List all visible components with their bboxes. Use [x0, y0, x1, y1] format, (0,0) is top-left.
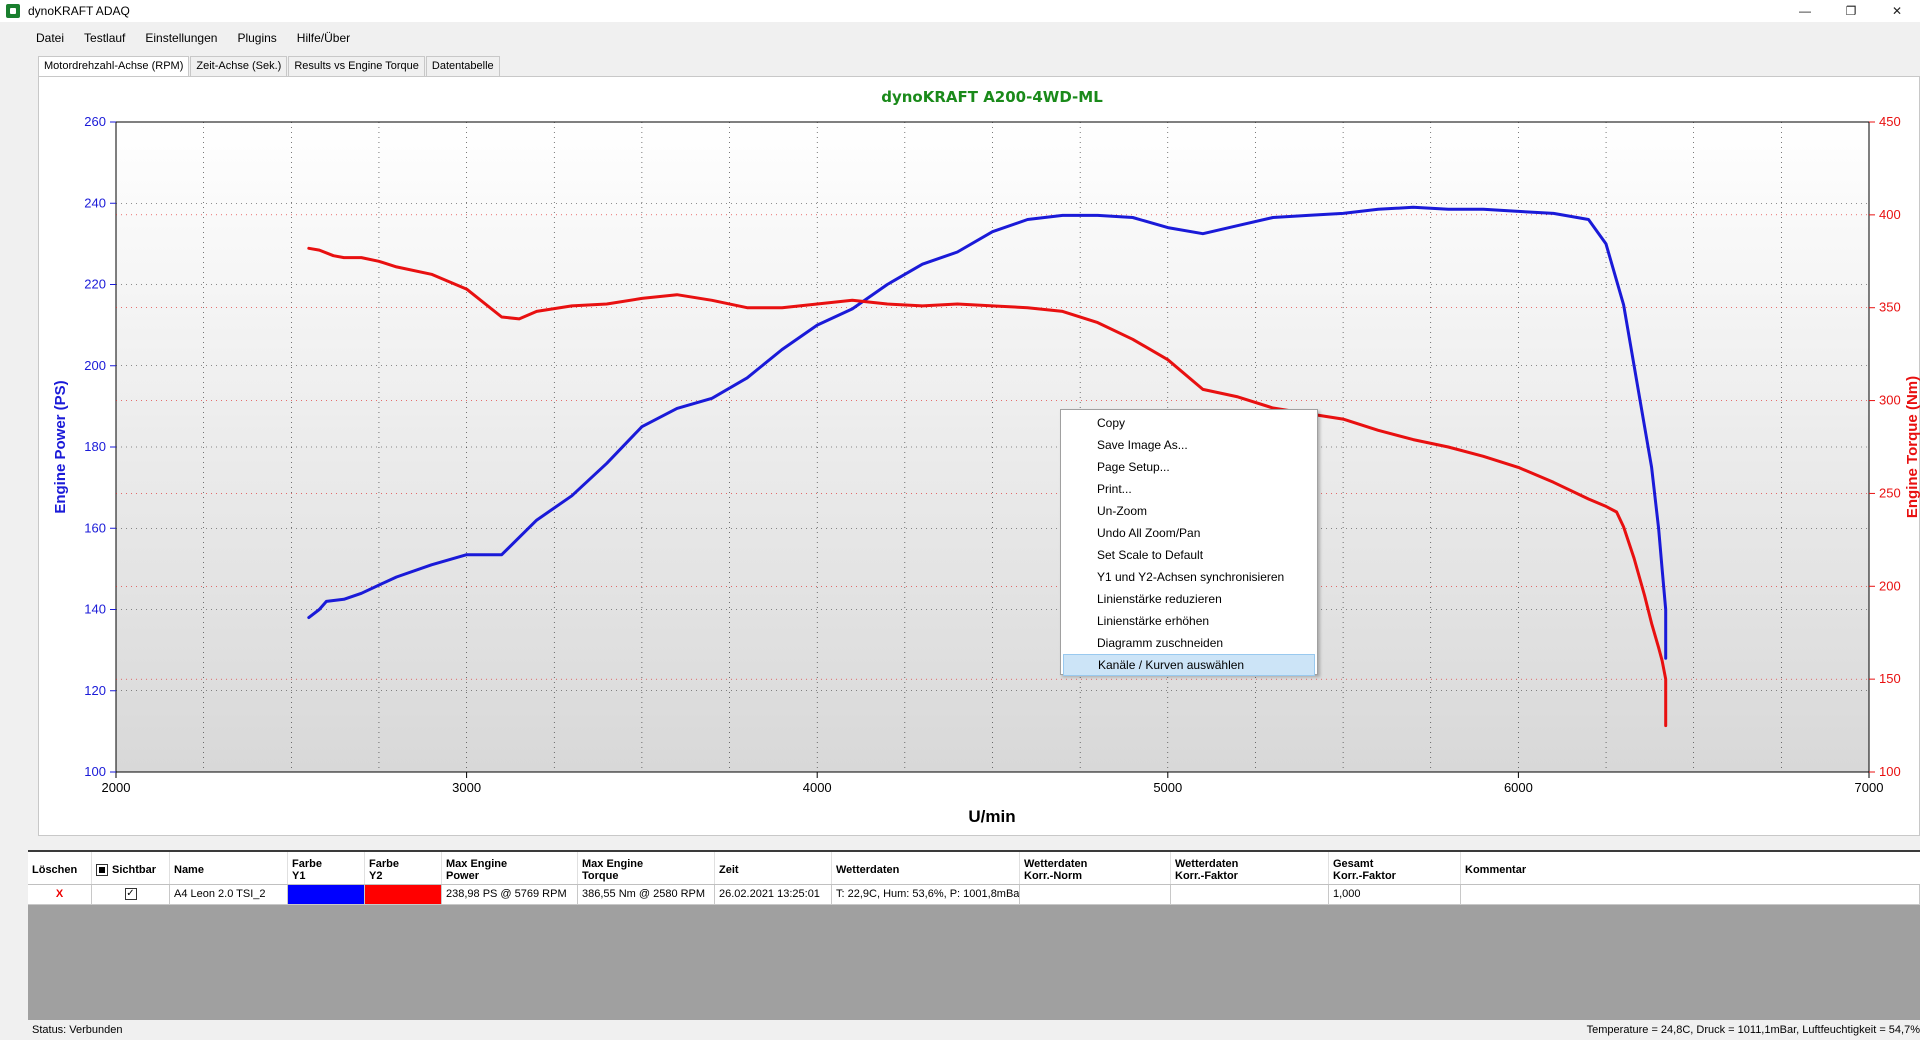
chart-panel: 2000 3000 4000 5000 6000 7000 100 120 140 160 180 2…: [38, 76, 1920, 836]
y2-axis-label: Engine Torque (Nm): [1904, 376, 1920, 518]
status-bar: Status: Verbunden Temperature = 24,8C, D…: [26, 1020, 1920, 1040]
torque-curve: [307, 246, 1668, 728]
col-weather[interactable]: Wetterdaten: [832, 852, 1020, 884]
y-tick-label: 240: [84, 195, 106, 210]
y2-tick-label: 400: [1879, 207, 1901, 222]
dyno-chart[interactable]: 2000 3000 4000 5000 6000 70001001201401601802…: [39, 77, 1920, 837]
status-environment: Temperature = 24,8C, Druck = 1011,1mBar,…: [1586, 1024, 1920, 1036]
y2-tick-label: 350: [1879, 300, 1901, 315]
col-delete[interactable]: Löschen: [28, 852, 92, 884]
col-visible-label: Sichtbar: [112, 863, 157, 876]
tab-strip: Motordrehzahl-Achse (RPM) Zeit-Achse (Se…: [38, 56, 501, 77]
x-tick-label: 6000: [1504, 780, 1533, 795]
tab-rpm-axis[interactable]: Motordrehzahl-Achse (RPM): [38, 56, 190, 77]
col-color-y1[interactable]: Farbe Y1: [288, 852, 365, 884]
menu-bar: Datei Testlauf Einstellungen Plugins Hil…: [26, 22, 1920, 54]
color-y1-swatch[interactable]: [288, 885, 365, 905]
menu-set-scale-default[interactable]: Set Scale to Default: [1097, 548, 1204, 562]
name-cell[interactable]: A4 Leon 2.0 TSI_2: [170, 885, 288, 905]
y2-tick-label: 250: [1879, 485, 1901, 500]
menu-sync-axes[interactable]: Y1 und Y2-Achsen synchronisieren: [1097, 570, 1285, 584]
menu-save-image[interactable]: Save Image As...: [1097, 438, 1188, 452]
y2-tick-label: 100: [1879, 764, 1901, 779]
max-torque-cell[interactable]: 386,55 Nm @ 2580 RPM: [578, 885, 715, 905]
menu-select-channels[interactable]: Kanäle / Kurven auswählen: [1063, 654, 1315, 676]
tab-datentabelle[interactable]: Datentabelle: [425, 56, 500, 76]
y2-tick-label: 300: [1879, 393, 1901, 408]
x-tick-label: 3000: [452, 780, 481, 795]
x-axis-label: U/min: [968, 807, 1015, 826]
weather-cell[interactable]: T: 22,9C, Hum: 53,6%, P: 1001,8mBar: [832, 885, 1020, 905]
y2-tick-label: 450: [1879, 114, 1901, 129]
x-tick-label: 5000: [1153, 780, 1182, 795]
maximize-button[interactable]: ❐: [1845, 4, 1857, 18]
grid-header: Löschen Sichtbar Name Farbe Y1 Farbe Y2 …: [28, 852, 1920, 885]
y-tick-label: 160: [84, 520, 106, 535]
y-tick-label: 220: [84, 277, 106, 292]
tab-results-vs-torque[interactable]: Results vs Engine Torque: [288, 56, 425, 76]
menu-print[interactable]: Print...: [1097, 482, 1132, 496]
y-tick-label: 200: [84, 358, 106, 373]
color-y2-swatch[interactable]: [365, 885, 442, 905]
x-tick-label: 4000: [803, 780, 832, 795]
col-comment[interactable]: Kommentar: [1465, 863, 1527, 876]
select-all-checkbox[interactable]: [96, 863, 108, 876]
x-tick-label: 7000: [1855, 780, 1884, 795]
menu-line-thicker[interactable]: Linienstärke erhöhen: [1097, 614, 1210, 628]
total-factor-cell[interactable]: 1,000: [1329, 885, 1461, 905]
y-tick-label: 100: [84, 764, 106, 779]
y-tick-label: 120: [84, 683, 106, 698]
comment-cell[interactable]: [1461, 885, 1920, 905]
weather-norm-cell[interactable]: [1020, 885, 1171, 905]
visible-cell[interactable]: ✓: [92, 885, 170, 905]
col-weather-norm[interactable]: Wetterdaten Korr.-Norm: [1020, 852, 1171, 884]
col-time[interactable]: Zeit: [715, 852, 832, 884]
menu-line-thinner[interactable]: Linienstärke reduzieren: [1097, 592, 1222, 606]
col-max-torque[interactable]: Max Engine Torque: [578, 852, 715, 884]
menu-copy[interactable]: Copy: [1097, 416, 1126, 430]
menu-plugins[interactable]: Plugins: [237, 31, 277, 45]
menu-einstellungen[interactable]: Einstellungen: [145, 31, 218, 45]
y2-tick-label: 200: [1879, 578, 1901, 593]
col-visible[interactable]: Sichtbar: [92, 852, 170, 884]
minimize-button[interactable]: —: [1799, 4, 1811, 18]
title-bar: dynoKRAFT ADAQ — ❐ ✕: [0, 0, 1920, 22]
col-weather-factor[interactable]: Wetterdaten Korr.-Faktor: [1171, 852, 1329, 884]
menu-hilfe[interactable]: Hilfe/Über: [296, 31, 351, 45]
y-tick-label: 140: [84, 602, 106, 617]
results-grid: Löschen Sichtbar Name Farbe Y1 Farbe Y2 …: [28, 850, 1920, 1020]
delete-row-button[interactable]: X: [28, 885, 92, 905]
col-name[interactable]: Name: [170, 852, 288, 884]
menu-undo-zoom-pan[interactable]: Undo All Zoom/Pan: [1097, 526, 1201, 540]
weather-factor-cell[interactable]: [1171, 885, 1329, 905]
time-cell[interactable]: 26.02.2021 13:25:01: [715, 885, 832, 905]
y-axis-label: Engine Power (PS): [52, 380, 69, 513]
chart-title: dynoKRAFT A200-4WD-ML: [881, 88, 1103, 106]
x-tick-label: 2000: [102, 780, 131, 795]
context-menu: Copy Save Image As... Page Setup... Prin…: [1060, 409, 1318, 676]
y-tick-label: 260: [84, 114, 106, 129]
col-max-power[interactable]: Max Engine Power: [442, 852, 578, 884]
col-total-factor[interactable]: Gesamt Korr.-Faktor: [1329, 852, 1461, 884]
app-icon: [6, 4, 20, 18]
y2-tick-label: 150: [1879, 671, 1901, 686]
power-curve: [307, 205, 1668, 660]
menu-testlauf[interactable]: Testlauf: [84, 31, 126, 45]
status-connection: Status: Verbunden: [32, 1024, 123, 1036]
table-row[interactable]: X ✓ A4 Leon 2.0 TSI_2 238,98 PS @ 5769 R…: [28, 885, 1920, 905]
menu-page-setup[interactable]: Page Setup...: [1097, 460, 1170, 474]
window-title: dynoKRAFT ADAQ: [28, 4, 130, 18]
menu-datei[interactable]: Datei: [36, 31, 65, 45]
tab-time-axis[interactable]: Zeit-Achse (Sek.): [190, 56, 288, 76]
max-power-cell[interactable]: 238,98 PS @ 5769 RPM: [442, 885, 578, 905]
menu-un-zoom[interactable]: Un-Zoom: [1097, 504, 1148, 518]
close-button[interactable]: ✕: [1891, 4, 1903, 18]
col-color-y2[interactable]: Farbe Y2: [365, 852, 442, 884]
visible-checkbox[interactable]: ✓: [124, 888, 137, 901]
menu-crop-chart[interactable]: Diagramm zuschneiden: [1097, 636, 1224, 650]
y-tick-label: 180: [84, 439, 106, 454]
